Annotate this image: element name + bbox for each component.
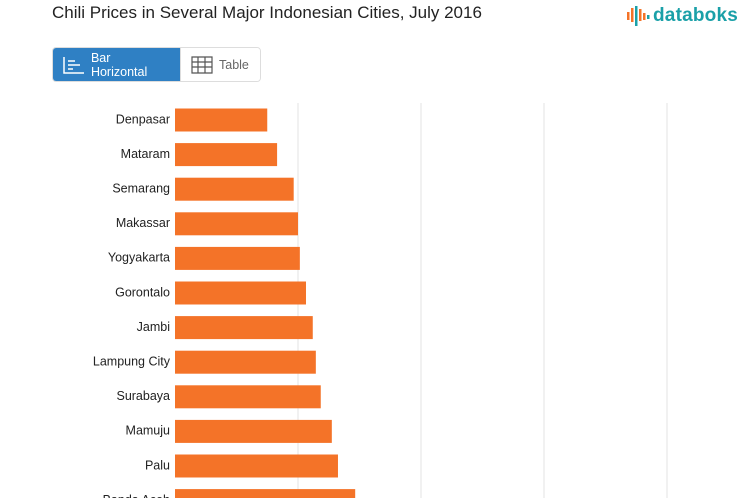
view-tabs: Bar Horizontal Table bbox=[52, 47, 261, 82]
bar bbox=[175, 316, 313, 340]
bar bbox=[175, 143, 278, 167]
bar bbox=[175, 489, 356, 498]
y-tick-label: Surabaya bbox=[116, 389, 170, 403]
logo-text: databoks bbox=[653, 5, 739, 26]
bar bbox=[175, 350, 316, 374]
tab-label: Bar Horizontal bbox=[90, 50, 148, 79]
y-tick-label: Gorontalo bbox=[115, 285, 170, 299]
y-tick-label: Palu bbox=[145, 458, 170, 472]
y-tick-label: Makassar bbox=[116, 216, 170, 230]
tab-table[interactable]: Table bbox=[180, 48, 260, 81]
bar bbox=[175, 177, 294, 201]
y-tick-label: Mataram bbox=[121, 147, 170, 161]
table-icon bbox=[191, 55, 213, 74]
tab-label: Table bbox=[219, 57, 249, 72]
tab-bar[interactable]: Bar Horizontal bbox=[53, 48, 180, 81]
y-tick-label: Banda Aceh bbox=[103, 493, 170, 498]
bar-icon bbox=[63, 56, 84, 74]
bar bbox=[175, 419, 332, 443]
bar bbox=[175, 246, 300, 270]
logo[interactable]: databoks bbox=[626, 3, 738, 29]
y-tick-label: Denpasar bbox=[116, 112, 170, 126]
y-tick-label: Yogyakarta bbox=[108, 251, 170, 265]
y-tick-label: Mamuju bbox=[126, 424, 171, 438]
chart-title: Chili Prices in Several Major Indonesian… bbox=[52, 3, 482, 22]
bar bbox=[175, 385, 321, 409]
logo-icon bbox=[627, 6, 650, 26]
bar bbox=[175, 454, 338, 478]
bar bbox=[175, 281, 306, 305]
y-tick-label: Semarang bbox=[112, 181, 170, 195]
bar bbox=[175, 212, 298, 236]
bar bbox=[175, 108, 268, 132]
y-tick-label: Lampung City bbox=[93, 354, 171, 368]
y-tick-label: Jambi bbox=[137, 320, 170, 334]
